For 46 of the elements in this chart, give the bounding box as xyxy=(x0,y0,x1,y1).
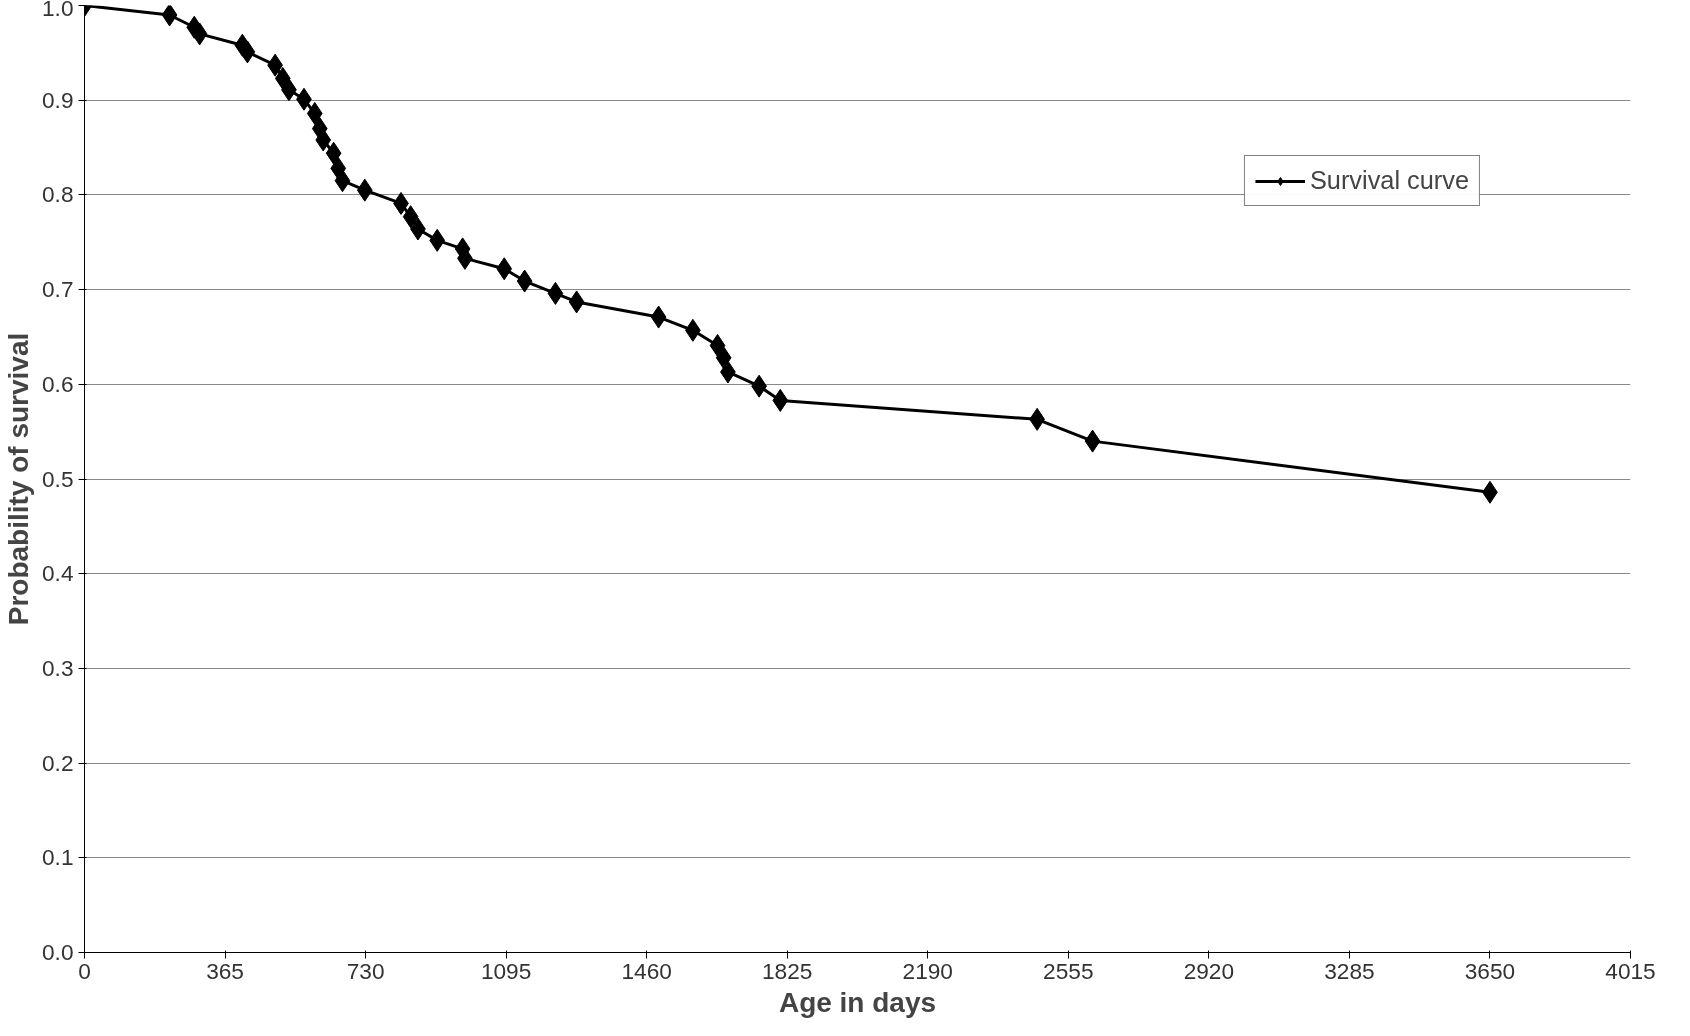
y-tick-label: 0.6 xyxy=(42,370,74,397)
point xyxy=(709,333,726,357)
x-tick-label: 0 xyxy=(78,957,91,984)
legend-label: Survival curve xyxy=(1309,166,1469,195)
point xyxy=(191,22,208,46)
y-tick-label: 1.0 xyxy=(42,0,74,21)
y-axis-title: Probability of survival xyxy=(3,332,34,626)
point xyxy=(402,205,419,229)
y-tick-label: 0.0 xyxy=(42,939,74,965)
x-tick-label: 730 xyxy=(346,957,385,984)
x-tick-label: 3285 xyxy=(1324,957,1375,984)
point xyxy=(325,141,342,165)
x-tick-label: 1825 xyxy=(762,957,813,984)
x-tick-label: 4015 xyxy=(1605,957,1656,984)
point xyxy=(315,128,332,152)
y-tick-label: 0.2 xyxy=(42,749,74,776)
point xyxy=(496,257,513,281)
x-axis-title: Age in days xyxy=(778,986,937,1018)
point xyxy=(239,40,256,64)
point xyxy=(568,290,585,314)
x-tick-label: 1460 xyxy=(621,957,672,984)
point xyxy=(306,101,323,125)
point xyxy=(715,346,732,370)
x-tick-label: 3650 xyxy=(1464,957,1516,984)
point xyxy=(161,5,178,27)
point xyxy=(356,178,373,202)
y-tick-label: 0.8 xyxy=(42,181,74,208)
y-tick-label: 0.9 xyxy=(42,86,74,113)
point xyxy=(429,228,446,252)
y-tick-label: 0.1 xyxy=(42,844,74,871)
point xyxy=(547,281,564,305)
y-tick-label: 0.7 xyxy=(42,276,74,303)
point xyxy=(772,388,789,412)
y-tick-label: 0.4 xyxy=(42,560,74,587)
y-tick-label: 0.3 xyxy=(42,654,74,681)
point xyxy=(516,269,533,293)
x-tick-label: 2920 xyxy=(1183,957,1235,984)
point xyxy=(274,66,291,90)
x-tick-label: 2555 xyxy=(1043,957,1094,984)
x-tick-label: 2190 xyxy=(902,957,953,984)
x-tick-label: 365 xyxy=(206,957,244,984)
point xyxy=(1084,429,1101,453)
y-tick-label: 0.5 xyxy=(42,465,74,492)
point xyxy=(650,305,667,329)
point xyxy=(334,169,351,193)
x-tick-label: 1095 xyxy=(480,957,532,984)
